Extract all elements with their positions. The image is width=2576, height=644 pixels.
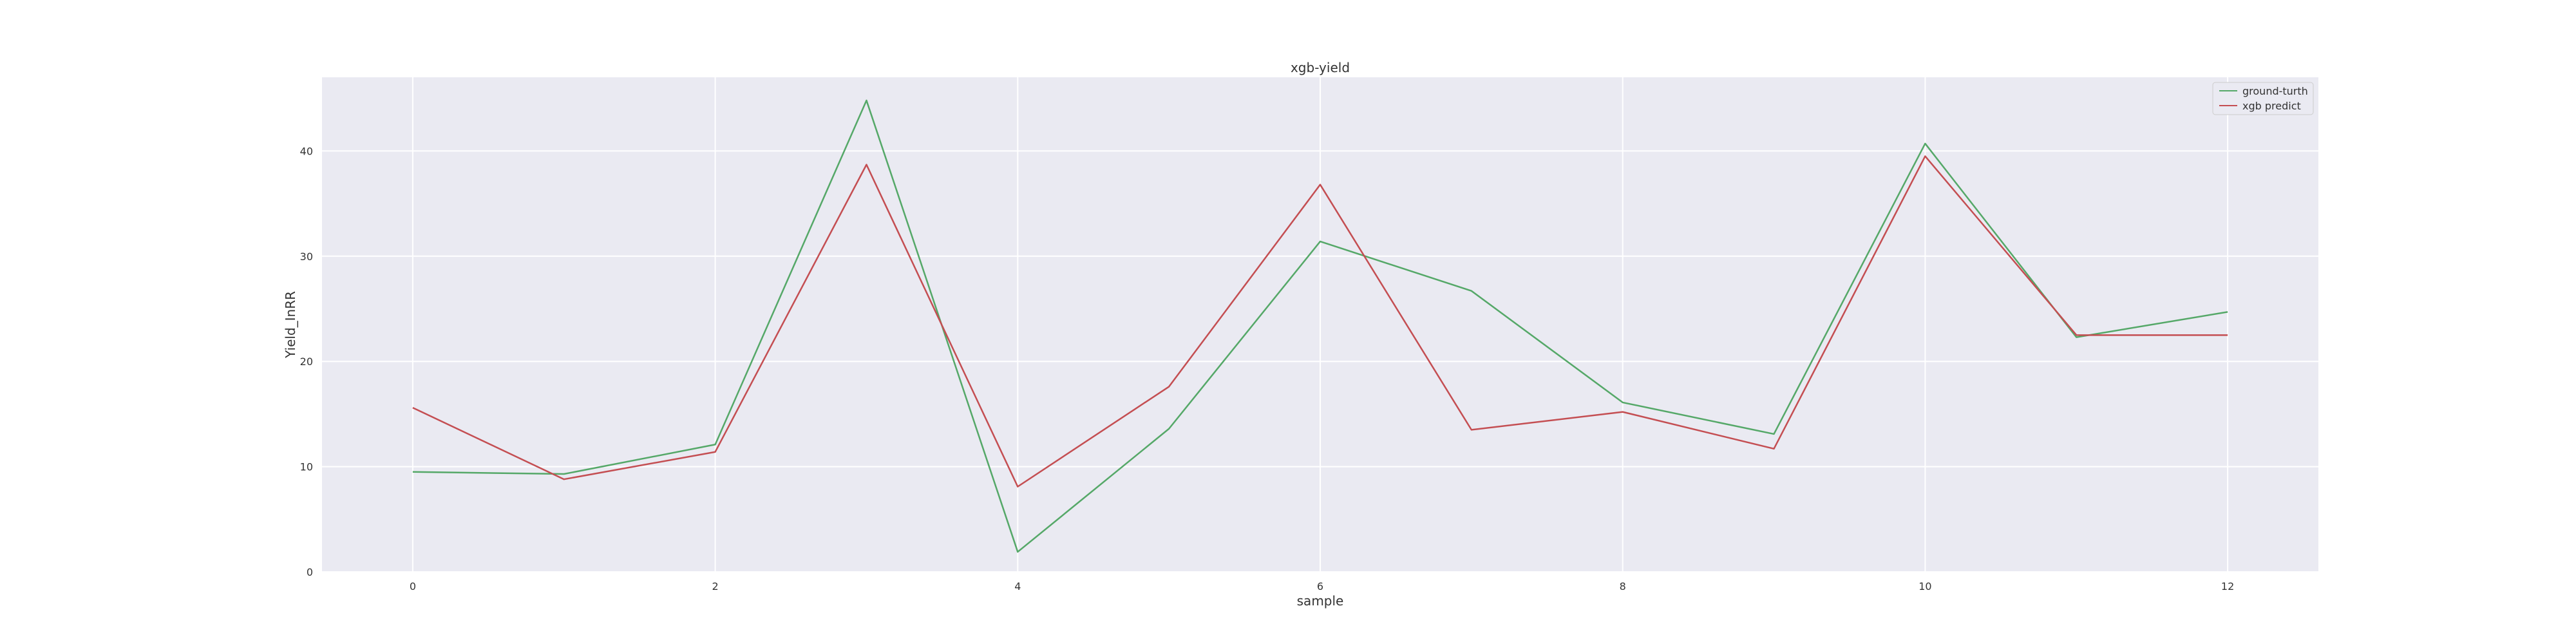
legend-label-ground-turth: ground-turth [2242,85,2308,97]
y-tick-label: 40 [300,145,313,157]
y-tick-label: 0 [307,566,313,578]
x-tick-label: 0 [410,580,416,592]
legend-label-xgb-predict: xgb predict [2242,100,2301,112]
x-tick-label: 8 [1620,580,1626,592]
y-tick-label: 10 [300,461,313,473]
y-axis-label: Yield_InRR [283,291,298,359]
y-tick-label: 20 [300,355,313,368]
x-tick-label: 6 [1317,580,1323,592]
series-line-xgb-predict [412,155,2228,488]
y-tick-labels: 0 10 20 30 40 [300,145,313,578]
x-tick-label: 10 [1918,580,1931,592]
y-tick-label: 30 [300,251,313,263]
gridlines [322,77,2318,573]
x-tick-label: 4 [1014,580,1021,592]
x-tick-labels: 0 2 4 6 8 10 12 [410,580,2234,592]
legend-box [2212,82,2314,115]
series-line-ground-turth [412,99,2228,553]
legend: ground-turth xgb predict [2212,82,2314,115]
chart-title: xgb-yield [1291,60,1350,75]
x-tick-label: 2 [712,580,719,592]
x-axis-label: sample [1297,593,1344,609]
x-tick-label: 12 [2221,580,2234,592]
series-lines [412,99,2228,553]
